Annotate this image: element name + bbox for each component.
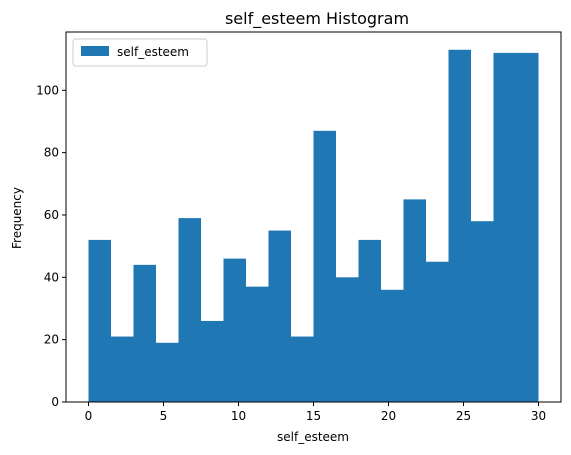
- histogram-bar: [201, 320, 224, 402]
- x-axis-ticks: 0 5 10 15 20 25 30: [85, 402, 546, 423]
- legend-swatch: [81, 46, 109, 56]
- y-tick-label: 100: [36, 83, 59, 97]
- histogram-bar: [336, 277, 359, 402]
- y-tick-label: 20: [44, 333, 59, 347]
- x-tick-label: 5: [160, 409, 168, 423]
- histogram-bar: [358, 239, 381, 402]
- histogram-bar: [471, 221, 494, 402]
- histogram-bar: [403, 199, 426, 402]
- legend-box: [72, 38, 208, 67]
- histogram-bar: [291, 336, 314, 402]
- x-tick-label: 20: [381, 409, 396, 423]
- legend-label: self_esteem: [117, 45, 189, 59]
- histogram-bar: [448, 49, 471, 402]
- chart-title: self_esteem Histogram: [225, 9, 409, 29]
- histogram-bar: [246, 286, 269, 402]
- bars-group: [88, 49, 539, 402]
- y-tick-label: 40: [44, 270, 59, 284]
- histogram-bar: [156, 342, 179, 402]
- x-tick-label: 10: [231, 409, 246, 423]
- histogram-bar: [313, 130, 336, 402]
- y-tick-label: 80: [44, 146, 59, 160]
- histogram-bar: [111, 336, 134, 402]
- x-tick-label: 25: [456, 409, 471, 423]
- histogram-bar: [381, 289, 404, 402]
- histogram-bar: [178, 218, 201, 402]
- histogram-bar: [88, 239, 111, 402]
- histogram-bar: [268, 230, 291, 402]
- histogram-bar: [516, 52, 539, 402]
- histogram-bar: [133, 264, 156, 402]
- x-tick-label: 30: [531, 409, 546, 423]
- histogram-bar: [493, 52, 516, 402]
- legend: self_esteem: [72, 38, 208, 67]
- histogram-bar: [426, 261, 449, 402]
- x-tick-label: 15: [306, 409, 321, 423]
- x-tick-label: 0: [85, 409, 93, 423]
- y-tick-label: 60: [44, 208, 59, 222]
- y-tick-label: 0: [51, 395, 59, 409]
- y-axis-label: Frequency: [10, 187, 24, 249]
- y-axis-ticks: 0 20 40 60 80 100: [36, 83, 66, 409]
- histogram-bar: [223, 258, 246, 402]
- x-axis-label: self_esteem: [277, 430, 349, 444]
